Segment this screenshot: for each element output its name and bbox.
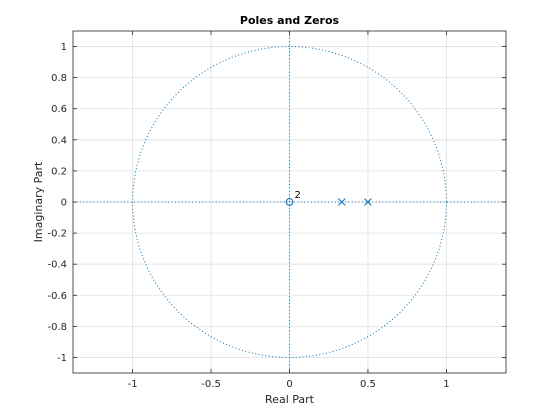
pole-marker-stroke: [338, 198, 346, 206]
x-tick-label: -1: [128, 379, 138, 390]
x-tick-label: 0: [286, 379, 292, 390]
y-tick-label: 0.2: [51, 166, 67, 177]
y-tick-label: -0.2: [47, 229, 67, 240]
guides: [73, 31, 506, 373]
ticks: -1 -0.5 0 0.5 1 1 0.8 0.6 0.4 0.2 0 -0.2 -0.4 -0.6 -0.…: [47, 31, 506, 390]
y-tick-label: -0.8: [47, 322, 67, 333]
y-tick-label: -1: [57, 353, 67, 364]
x-tick-label: 0.5: [360, 379, 376, 390]
chart-title: Poles and Zeros: [240, 14, 340, 27]
zero-multiplicity-label: 2: [295, 190, 301, 201]
y-tick-label: 0: [61, 198, 67, 209]
zero-marker: [285, 198, 294, 206]
y-axis-label: Imaginary Part: [32, 161, 45, 242]
pole-marker: [364, 198, 372, 206]
y-tick-label: 0.4: [51, 135, 67, 146]
markers: 2: [285, 190, 372, 206]
x-tick-label: 1: [443, 379, 449, 390]
x-axis-label: Real Part: [265, 393, 315, 406]
y-tick-label: 0.8: [51, 73, 67, 84]
pole-marker-stroke: [364, 198, 372, 206]
y-tick-label: -0.4: [47, 260, 67, 271]
pole-marker: [338, 198, 346, 206]
x-tick-label: -0.5: [201, 379, 221, 390]
y-tick-label: 1: [61, 42, 67, 53]
y-tick-label: -0.6: [47, 291, 67, 302]
y-tick-label: 0.6: [51, 104, 67, 115]
